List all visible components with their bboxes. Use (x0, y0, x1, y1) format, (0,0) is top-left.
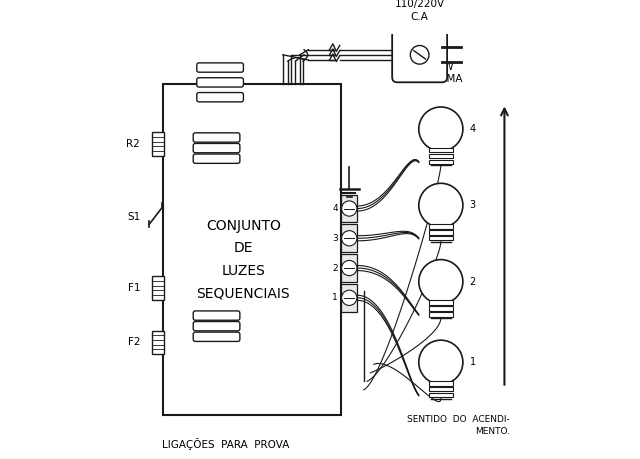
Bar (429, 306, 453, 311)
Bar (429, 224, 453, 229)
Bar (152, 276, 164, 300)
Text: 110/220V
C.A: 110/220V C.A (395, 0, 445, 22)
Bar (429, 387, 453, 392)
Text: CONJUNTO
DE
LUZES
SEQUENCIAIS: CONJUNTO DE LUZES SEQUENCIAIS (196, 218, 290, 301)
FancyBboxPatch shape (193, 154, 240, 163)
Text: R2: R2 (127, 139, 140, 149)
Text: 5A100W
CADA  UMA: 5A100W CADA UMA (403, 62, 462, 84)
Text: F1: F1 (128, 283, 140, 293)
Circle shape (419, 260, 463, 304)
FancyBboxPatch shape (193, 332, 240, 341)
Circle shape (342, 260, 357, 276)
Text: 4: 4 (332, 204, 338, 213)
Circle shape (342, 201, 357, 216)
FancyBboxPatch shape (196, 93, 243, 102)
Circle shape (419, 107, 463, 151)
Bar (429, 312, 453, 317)
Text: 4: 4 (470, 124, 476, 134)
FancyBboxPatch shape (193, 143, 240, 153)
FancyBboxPatch shape (196, 78, 243, 87)
Text: LIGAÇÕES  PARA  PROVA: LIGAÇÕES PARA PROVA (162, 438, 289, 450)
Circle shape (342, 290, 357, 305)
Bar (429, 300, 453, 305)
Text: S1: S1 (127, 212, 140, 222)
Bar (429, 381, 453, 386)
Bar (152, 331, 164, 354)
Bar (429, 393, 453, 397)
Text: 3: 3 (332, 234, 338, 243)
FancyBboxPatch shape (193, 311, 240, 320)
Circle shape (419, 340, 463, 384)
Bar (152, 132, 164, 156)
Circle shape (342, 230, 357, 246)
FancyBboxPatch shape (196, 63, 243, 72)
Bar (163, 84, 341, 415)
Bar (429, 230, 453, 235)
Bar (429, 154, 453, 158)
Circle shape (419, 183, 463, 227)
Bar (429, 236, 453, 241)
Text: 3: 3 (470, 200, 476, 210)
Text: 1: 1 (470, 357, 476, 367)
Text: 2: 2 (470, 277, 476, 287)
Circle shape (410, 45, 429, 64)
FancyBboxPatch shape (392, 28, 447, 82)
Bar (341, 195, 357, 222)
FancyBboxPatch shape (193, 133, 240, 142)
FancyBboxPatch shape (193, 321, 240, 331)
Bar (341, 254, 357, 282)
Text: 1: 1 (332, 293, 338, 302)
Bar (341, 224, 357, 252)
Bar (341, 284, 357, 312)
Bar (429, 148, 453, 152)
Text: 2: 2 (332, 263, 338, 273)
Text: F2: F2 (128, 337, 140, 347)
Text: SENTIDO  DO  ACENDI-
MENTO.: SENTIDO DO ACENDI- MENTO. (407, 415, 510, 436)
Bar (429, 160, 453, 164)
